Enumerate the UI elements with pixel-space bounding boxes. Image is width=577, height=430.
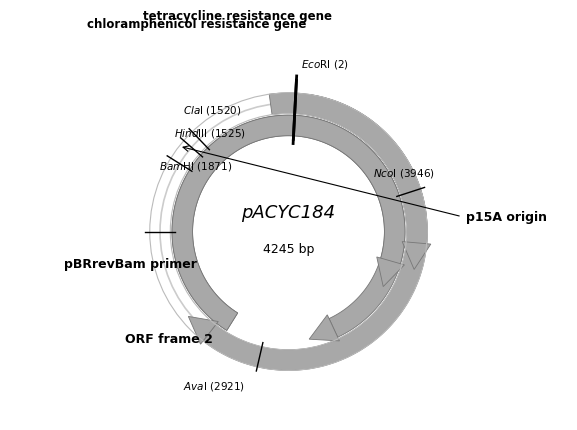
Text: 4245 bp: 4245 bp [263,243,314,256]
Text: $\mathit{Eco}$RI (2): $\mathit{Eco}$RI (2) [301,58,349,71]
Text: $\mathit{Hind}$III (1525): $\mathit{Hind}$III (1525) [174,126,245,139]
Polygon shape [172,116,405,331]
Polygon shape [309,315,339,341]
Text: p15A origin: p15A origin [466,211,547,224]
Text: ORF frame 2: ORF frame 2 [125,332,212,345]
Text: $\mathit{Cla}$I (1520): $\mathit{Cla}$I (1520) [183,104,241,117]
Text: pBRrevBam primer: pBRrevBam primer [64,258,197,271]
Polygon shape [377,257,404,287]
Polygon shape [203,94,427,371]
Text: $\mathit{Ava}$I (2921): $\mathit{Ava}$I (2921) [182,379,245,392]
Polygon shape [307,95,427,244]
Polygon shape [188,316,218,344]
Text: tetracycline resistance gene: tetracycline resistance gene [143,10,332,23]
Text: pACYC184: pACYC184 [241,204,336,222]
Polygon shape [172,116,405,338]
Text: $\mathit{Nco}$I (3946): $\mathit{Nco}$I (3946) [373,166,434,179]
Polygon shape [402,242,431,270]
Text: $\mathit{Bam}$HI (1871): $\mathit{Bam}$HI (1871) [159,159,232,172]
Text: chloramphenicol resistance gene: chloramphenicol resistance gene [87,18,306,31]
